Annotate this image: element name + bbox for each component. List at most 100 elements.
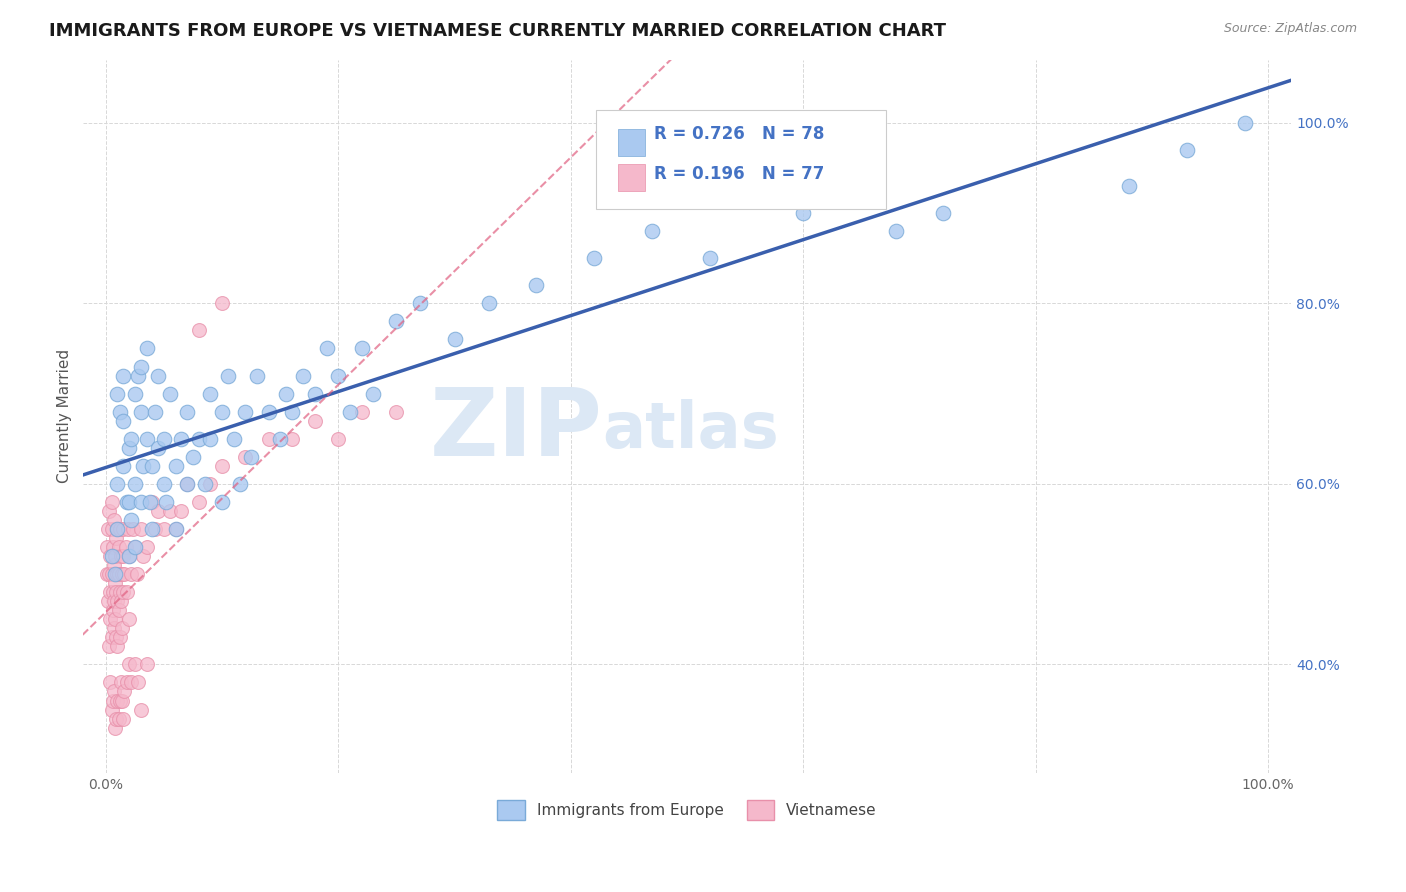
Point (100, 522, 122, 536)
Point (107, 386, 129, 401)
Point (112, 414, 135, 428)
Point (124, 386, 146, 401)
Point (121, 522, 143, 536)
Point (100, 585, 122, 599)
Point (129, 359, 152, 374)
Point (315, 342, 337, 356)
Point (135, 540, 157, 554)
Point (107, 476, 129, 491)
Point (107, 567, 129, 582)
Point (194, 476, 217, 491)
Point (350, 404, 373, 418)
Point (104, 721, 127, 735)
Point (176, 476, 198, 491)
Point (114, 540, 136, 554)
Point (98, 504, 121, 518)
Point (111, 693, 134, 707)
Point (115, 675, 138, 690)
Point (135, 657, 157, 672)
Point (165, 458, 187, 473)
Text: ZIP: ZIP (429, 384, 602, 476)
Point (112, 549, 135, 563)
Point (100, 567, 122, 582)
Point (101, 603, 124, 617)
Point (478, 296, 501, 310)
Point (104, 576, 127, 591)
Point (582, 251, 605, 265)
Point (792, 206, 814, 220)
Point (105, 712, 128, 726)
Point (931, 206, 953, 220)
Point (274, 386, 297, 401)
Point (115, 495, 138, 509)
Legend: Immigrants from Europe, Vietnamese: Immigrants from Europe, Vietnamese (491, 794, 883, 826)
Point (165, 522, 187, 536)
Point (524, 278, 547, 293)
Point (120, 513, 142, 527)
Point (146, 504, 169, 518)
Point (101, 540, 124, 554)
Point (104, 612, 127, 626)
Point (153, 522, 176, 536)
Y-axis label: Currently Married: Currently Married (58, 349, 72, 483)
Point (110, 594, 132, 608)
Point (118, 441, 141, 455)
Point (107, 567, 129, 582)
Point (129, 495, 152, 509)
Point (124, 540, 146, 554)
Point (1233, 116, 1256, 130)
Point (304, 386, 326, 401)
Point (129, 522, 152, 536)
Point (222, 432, 245, 446)
Point (110, 549, 132, 563)
Point (124, 476, 146, 491)
Point (187, 323, 209, 337)
Point (100, 549, 122, 563)
Point (443, 333, 465, 347)
Point (699, 251, 721, 265)
Point (141, 495, 163, 509)
Point (120, 567, 142, 582)
Point (103, 513, 125, 527)
Point (107, 522, 129, 536)
Point (269, 432, 291, 446)
Point (211, 296, 233, 310)
Point (108, 630, 131, 644)
Point (155, 495, 177, 509)
Point (385, 404, 408, 418)
Point (114, 684, 136, 698)
Point (281, 404, 304, 418)
Point (132, 549, 155, 563)
Point (98, 640, 121, 654)
Point (170, 504, 193, 518)
Point (112, 522, 135, 536)
Point (105, 630, 128, 644)
Point (143, 522, 166, 536)
Point (135, 342, 157, 356)
Point (118, 549, 141, 563)
Point (200, 476, 222, 491)
Point (97, 594, 120, 608)
Point (176, 404, 198, 418)
Point (228, 476, 250, 491)
Point (176, 476, 198, 491)
Point (159, 504, 181, 518)
Point (108, 404, 131, 418)
Text: R = 0.196   N = 77: R = 0.196 N = 77 (654, 165, 825, 183)
Point (124, 657, 146, 672)
Point (143, 404, 166, 418)
Point (181, 450, 204, 464)
Point (187, 495, 209, 509)
Point (103, 558, 125, 573)
Point (129, 702, 152, 716)
Point (146, 441, 169, 455)
Point (112, 585, 135, 599)
Point (127, 567, 149, 582)
Point (118, 495, 141, 509)
Point (107, 540, 129, 554)
Point (146, 368, 169, 383)
Point (105, 585, 128, 599)
Point (115, 585, 138, 599)
Point (1175, 143, 1198, 157)
Point (292, 368, 315, 383)
